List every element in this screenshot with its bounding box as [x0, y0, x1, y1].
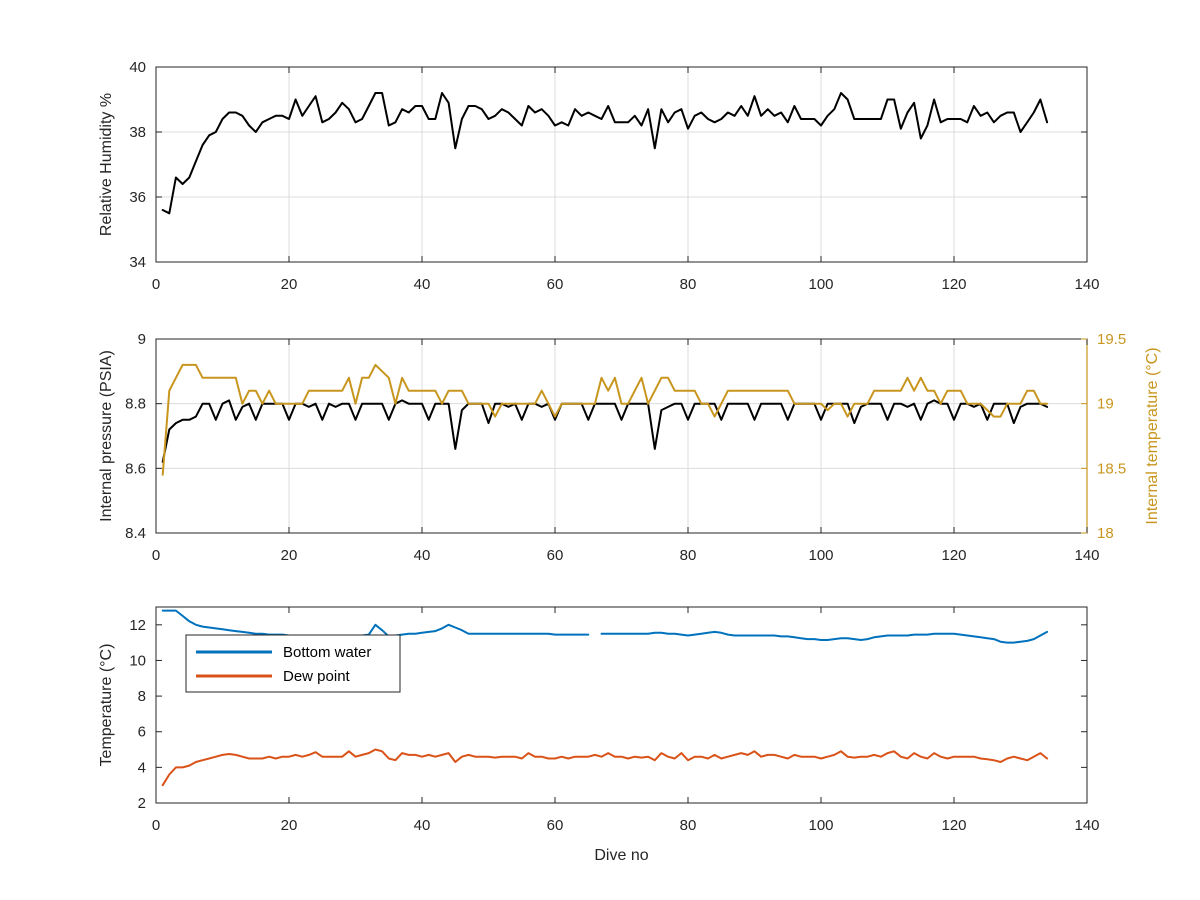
y-tick-label: 40 [129, 59, 146, 76]
y-tick-label: 10 [129, 652, 146, 669]
series-line-1 [161, 399, 1049, 463]
y2-tick-label: 18 [1097, 525, 1114, 542]
x-tick-label: 80 [680, 276, 697, 293]
legend: Bottom water Dew point [185, 634, 401, 693]
y-axis-label: Temperature (°C) [98, 644, 115, 767]
x-tick-label: 100 [808, 276, 833, 293]
y-axis-label: Internal pressure (PSIA) [98, 350, 115, 522]
y2-axis-label: Internal temperature (°C) [1144, 347, 1161, 524]
y-tick-label: 6 [138, 724, 146, 741]
x-tick-label: 60 [547, 276, 564, 293]
x-tick-label: 100 [808, 547, 833, 564]
x-axis-label: Dive no [594, 847, 648, 864]
x-tick-label: 40 [414, 817, 431, 834]
x-tick-label: 120 [941, 547, 966, 564]
y-tick-label: 8.4 [125, 525, 146, 542]
y-tick-label: 4 [138, 759, 146, 776]
x-tick-label: 120 [941, 817, 966, 834]
x-tick-label: 80 [680, 547, 697, 564]
y-tick-label: 9 [138, 331, 146, 348]
x-tick-label: 100 [808, 817, 833, 834]
x-tick-label: 140 [1074, 276, 1099, 293]
x-tick-label: 20 [281, 547, 298, 564]
x-tick-label: 140 [1074, 547, 1099, 564]
series-line-dew-point [161, 748, 1049, 787]
y2-tick-label: 18.5 [1097, 460, 1126, 477]
x-tick-label: 20 [281, 276, 298, 293]
chart-panel-2: 0 20 40 60 80 100 120 140 8.4 8.6 8.8 9 18 18.5 19 19.5… [98, 331, 1161, 564]
y-tick-label: 34 [129, 254, 146, 271]
x-tick-label: 20 [281, 817, 298, 834]
chart-panel-3: 0 20 40 60 80 100 120 140 2 4 6 8 10 12 Temperature (°… [98, 606, 1100, 864]
x-tick-label: 40 [414, 276, 431, 293]
x-tick-label: 0 [152, 547, 160, 564]
series-line-bottom-water [161, 609, 590, 638]
legend-box [185, 634, 401, 693]
x-tick-label: 120 [941, 276, 966, 293]
x-tick-label: 0 [152, 276, 160, 293]
x-tick-label: 60 [547, 817, 564, 834]
series-line-1 [161, 92, 1049, 215]
y-axis-label: Relative Humidity % [98, 93, 115, 236]
axes-box [155, 606, 1088, 804]
x-tick-label: 60 [547, 547, 564, 564]
legend-label: Bottom water [283, 644, 371, 661]
axes-box [155, 66, 1088, 263]
y-tick-label: 8.6 [125, 460, 146, 477]
y-tick-label: 12 [129, 617, 146, 634]
axes-box [155, 338, 1088, 534]
series-line-bottom-water [600, 630, 1049, 644]
x-tick-label: 140 [1074, 817, 1099, 834]
y-tick-label: 38 [129, 124, 146, 141]
x-tick-label: 80 [680, 817, 697, 834]
series-line-2 [161, 363, 1049, 476]
y-tick-label: 8 [138, 688, 146, 705]
chart-panel-1: 0 20 40 60 80 100 120 140 34 36 38 40 Relative Humid… [98, 59, 1100, 293]
x-tick-label: 0 [152, 817, 160, 834]
x-tick-label: 40 [414, 547, 431, 564]
y-tick-label: 8.8 [125, 396, 146, 413]
legend-label: Dew point [283, 668, 351, 685]
y2-tick-label: 19.5 [1097, 331, 1126, 348]
y2-tick-label: 19 [1097, 396, 1114, 413]
y-tick-label: 2 [138, 795, 146, 812]
y-tick-label: 36 [129, 189, 146, 206]
